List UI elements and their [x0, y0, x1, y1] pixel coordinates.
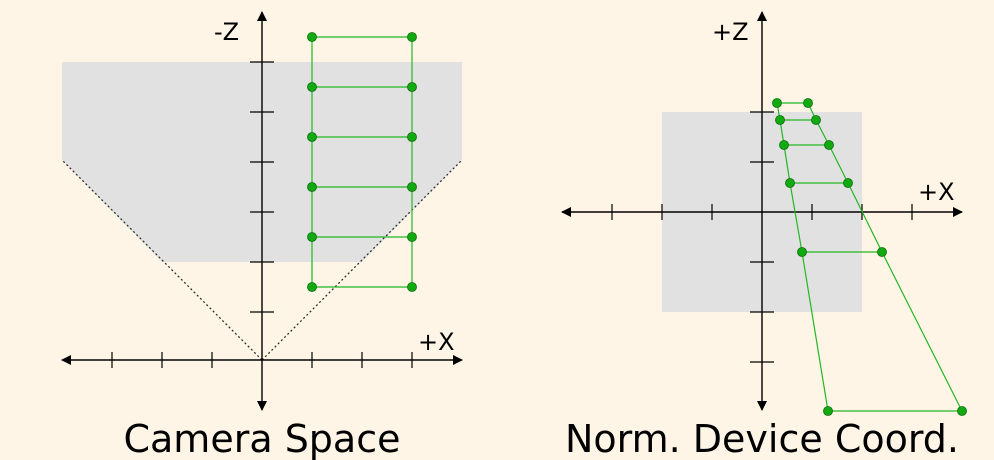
camera-axis-ticks: [111, 61, 413, 368]
ndc-grid-point: [797, 247, 807, 257]
camera-grid-point: [307, 232, 317, 242]
camera-grid-point: [307, 282, 317, 292]
camera-grid-point: [307, 182, 317, 192]
camera-space-caption: Camera Space: [123, 417, 400, 460]
camera-grid-point: [307, 82, 317, 92]
ndc-grid-point: [877, 247, 887, 257]
ndc-grid-point: [843, 178, 853, 188]
ndc-grid-point: [811, 115, 821, 125]
ndc-grid-point: [779, 140, 789, 150]
camera-vertical-axis-label: -Z: [214, 18, 239, 46]
camera-space-grid: [307, 32, 417, 292]
ndc-grid-point: [785, 178, 795, 188]
ndc-grid: [772, 98, 967, 416]
ndc-caption: Norm. Device Coord.: [565, 417, 959, 460]
camera-grid-point: [407, 182, 417, 192]
camera-space-panel: -Z +X Camera Space: [61, 11, 463, 460]
ndc-grid-point: [823, 406, 833, 416]
ndc-grid-point: [957, 406, 967, 416]
ndc-grid-point: [824, 140, 834, 150]
ndc-grid-point: [772, 98, 782, 108]
camera-grid-point: [407, 282, 417, 292]
ndc-grid-point: [803, 98, 813, 108]
camera-horizontal-axis-label: +X: [418, 328, 455, 356]
camera-grid-point: [407, 82, 417, 92]
ndc-panel: +Z +X Norm. Device Coord.: [561, 11, 967, 460]
ndc-vertical-axis-label: +Z: [712, 18, 749, 46]
camera-frustum-left-edge: [61, 159, 263, 361]
camera-grid-point: [407, 32, 417, 42]
camera-frustum-right-edge: [261, 159, 463, 361]
camera-grid-point: [407, 132, 417, 142]
camera-grid-point: [307, 32, 317, 42]
camera-grid-point: [307, 132, 317, 142]
ndc-horizontal-axis-label: +X: [918, 178, 955, 206]
camera-grid-point: [407, 232, 417, 242]
ndc-grid-point: [775, 115, 785, 125]
